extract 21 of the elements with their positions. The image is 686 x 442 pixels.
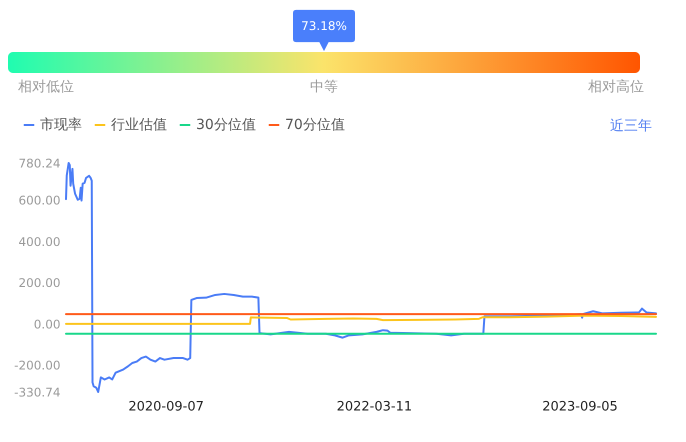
- line-series: [65, 314, 657, 325]
- y-tick-label: 0.00: [34, 317, 60, 332]
- text: 近三年: [610, 118, 652, 134]
- y-tick-label: 400.00: [18, 234, 60, 249]
- legend-label: 行业估值: [111, 117, 167, 133]
- category-label: 中等: [310, 79, 338, 95]
- legend-label: 30分位值: [196, 117, 256, 133]
- y-tick-label: -330.74: [14, 386, 60, 400]
- legend-label: 70分位值: [285, 117, 345, 133]
- line-series: [65, 162, 657, 393]
- category-label: 相对低位: [18, 79, 74, 95]
- x-tick-label: 2023-09-05: [542, 400, 618, 414]
- y-tick-label: 200.00: [18, 276, 60, 290]
- legend-label: 市现率: [40, 117, 82, 133]
- y-tick-label: 600.00: [18, 194, 60, 208]
- x-tick-label: 2022-03-11: [336, 400, 412, 414]
- x-tick-label: 2020-09-07: [128, 400, 204, 414]
- text: 73.18%: [301, 19, 347, 33]
- category-label: 相对高位: [588, 79, 644, 95]
- y-tick-label: -200.00: [14, 358, 60, 373]
- y-tick-label: 780.24: [18, 156, 60, 170]
